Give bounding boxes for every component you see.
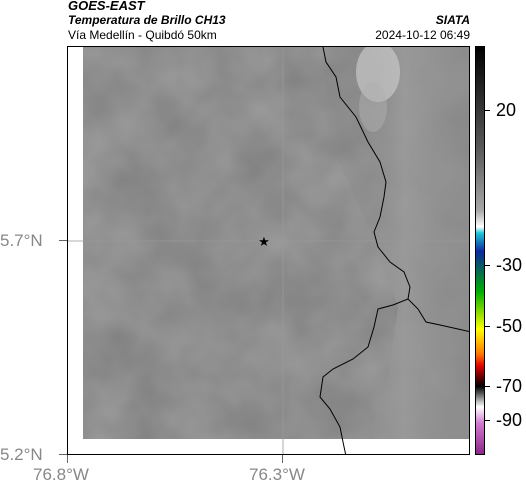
satellite-map[interactable]: ★ [67,46,470,455]
lat-label-5-7: 5.7°N [0,231,43,250]
cb-tick-20 [485,110,490,111]
lon-label-76-3: 76.3°W [249,465,305,484]
colorbar-label-m70: -70 [496,376,523,396]
lat-tick-5-7 [59,240,67,241]
colorbar-label-20: 20 [496,100,517,120]
colorbar [475,46,485,455]
header-region: Vía Medellín - Quibdó 50km [68,28,217,42]
colorbar-label-m30: -30 [496,255,523,275]
header-organization: SIATA [435,13,470,27]
header-title: GOES-EAST [68,0,145,13]
lon-label-76-8: 76.8°W [33,465,89,484]
location-marker[interactable]: ★ [258,234,270,249]
no-data-strip [68,47,83,454]
municipal-border [407,298,469,333]
cb-tick-m70 [485,386,490,387]
cb-tick-m30 [485,265,490,266]
header-subtitle: Temperatura de Brillo CH13 [68,13,226,27]
map-svg: ★ [68,47,469,454]
colorbar-label-m90: -90 [496,410,523,430]
warm-ridge [323,47,469,439]
lat-label-5-2: 5.2°N [0,445,43,464]
colorbar-label-m50: -50 [496,316,523,336]
department-border [319,47,411,454]
lat-tick-5-2 [59,454,67,455]
colorbar-gradient [476,47,484,454]
cb-tick-m50 [485,326,490,327]
bright-spot-2 [359,82,387,132]
no-data-strip-bottom [68,439,469,454]
lon-tick-76-3 [282,455,283,463]
lon-tick-76-8 [67,455,68,463]
cb-tick-m90 [485,420,490,421]
header-timestamp: 2024-10-12 06:49 [375,28,470,42]
